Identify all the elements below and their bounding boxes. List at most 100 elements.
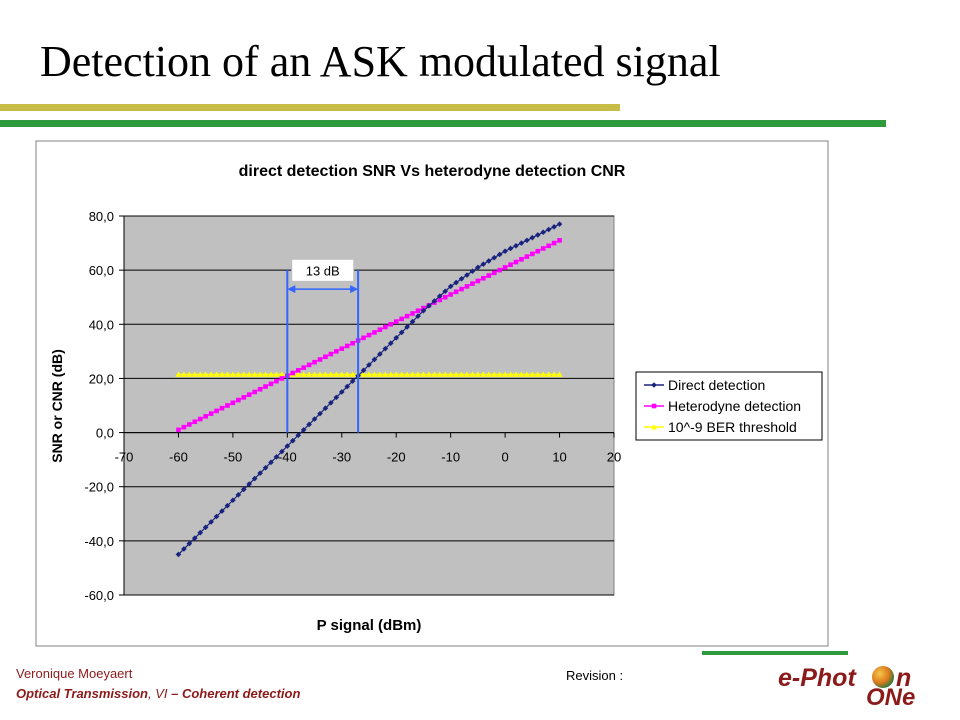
logo-text: e-Phot <box>778 664 856 692</box>
series-point <box>431 371 438 377</box>
series-point <box>240 486 247 493</box>
series-point <box>333 394 340 401</box>
series-point <box>431 298 438 304</box>
logo-divider <box>702 651 848 655</box>
series-point <box>191 371 198 377</box>
globe-icon <box>872 666 894 688</box>
series-point <box>268 381 274 387</box>
series-point <box>349 378 356 384</box>
annotation-arrowhead <box>287 285 296 294</box>
series-point <box>404 324 410 330</box>
series-point <box>524 237 530 244</box>
y-tick-label: 60,0 <box>89 263 114 278</box>
legend: Direct detection Heterodyne detection 10^-… <box>635 371 823 441</box>
annotation-label: 13 dB <box>306 263 340 278</box>
series-point <box>475 278 481 284</box>
series-point <box>551 224 557 230</box>
series-point <box>208 371 215 377</box>
series-point <box>187 422 192 427</box>
logo-one: ONe <box>866 684 916 711</box>
series-point <box>186 371 193 377</box>
series-point <box>290 370 296 376</box>
series-point <box>311 371 318 377</box>
series-point <box>175 371 182 377</box>
series-point <box>545 226 552 233</box>
series-point <box>507 245 514 252</box>
x-tick-label: -60 <box>169 450 188 465</box>
series-point <box>425 371 432 377</box>
series-point <box>344 383 351 390</box>
series-point <box>518 371 525 377</box>
series-point <box>312 359 317 365</box>
series-point <box>420 307 427 314</box>
series-point <box>306 421 312 428</box>
y-tick-label: 40,0 <box>89 317 114 332</box>
series-point <box>534 371 541 377</box>
series-point <box>491 254 498 261</box>
series-point <box>241 395 247 400</box>
footer-course-part: , VI <box>147 686 168 701</box>
series-point <box>556 221 563 227</box>
x-tick-label: -70 <box>115 450 134 465</box>
series-point <box>203 414 208 419</box>
series-point <box>230 400 236 406</box>
series-point <box>219 508 225 514</box>
series-point <box>377 327 383 332</box>
series-point <box>219 371 225 377</box>
series-point <box>246 481 253 487</box>
series-point <box>257 386 263 392</box>
series-point <box>322 405 329 412</box>
x-tick-label: -50 <box>223 450 242 465</box>
series-point <box>496 371 503 377</box>
series-point <box>338 371 345 377</box>
series-point <box>334 349 339 354</box>
series-point <box>262 464 269 471</box>
series-point <box>339 346 345 351</box>
series-point <box>371 356 378 363</box>
series-point <box>469 371 476 377</box>
series-point <box>486 273 492 278</box>
series-point <box>546 243 551 249</box>
series-point <box>502 265 508 270</box>
y-tick-label: 0,0 <box>96 426 114 441</box>
series-point <box>338 389 345 395</box>
series-point <box>360 371 367 377</box>
series-point <box>300 427 307 433</box>
series-point <box>491 371 498 377</box>
x-tick-label: 10 <box>552 450 566 465</box>
series-point <box>301 365 306 370</box>
legend-entry: Direct detection <box>644 377 765 393</box>
series-point <box>186 540 193 547</box>
series-point <box>518 240 525 246</box>
y-tick-label: 20,0 <box>89 371 114 386</box>
series-point <box>557 238 562 243</box>
series-point <box>459 286 464 292</box>
annotation-layer: 13 dB <box>286 258 360 433</box>
series-point <box>469 268 476 275</box>
series-point <box>437 297 443 303</box>
series-point <box>496 251 503 258</box>
legend-entry: 10^-9 BER threshold <box>644 419 797 435</box>
series-point <box>213 371 220 377</box>
series-point <box>372 330 377 335</box>
series-point <box>284 443 291 449</box>
series-point <box>295 432 302 439</box>
series-point <box>268 459 274 466</box>
series-point <box>349 371 356 377</box>
series-point <box>556 371 563 377</box>
series-point <box>371 371 378 377</box>
series-point <box>519 257 524 262</box>
series-point <box>535 248 541 254</box>
series-point <box>306 371 313 377</box>
series-point <box>383 324 388 330</box>
series-point <box>361 335 366 341</box>
series-point <box>464 272 470 278</box>
series-point <box>393 371 400 377</box>
series-point <box>344 343 350 349</box>
series-point <box>229 371 236 377</box>
series-point <box>475 264 481 271</box>
series-point <box>300 371 307 377</box>
series-point <box>344 371 351 377</box>
series-point <box>420 371 427 377</box>
legend-swatch-marker <box>651 403 657 409</box>
